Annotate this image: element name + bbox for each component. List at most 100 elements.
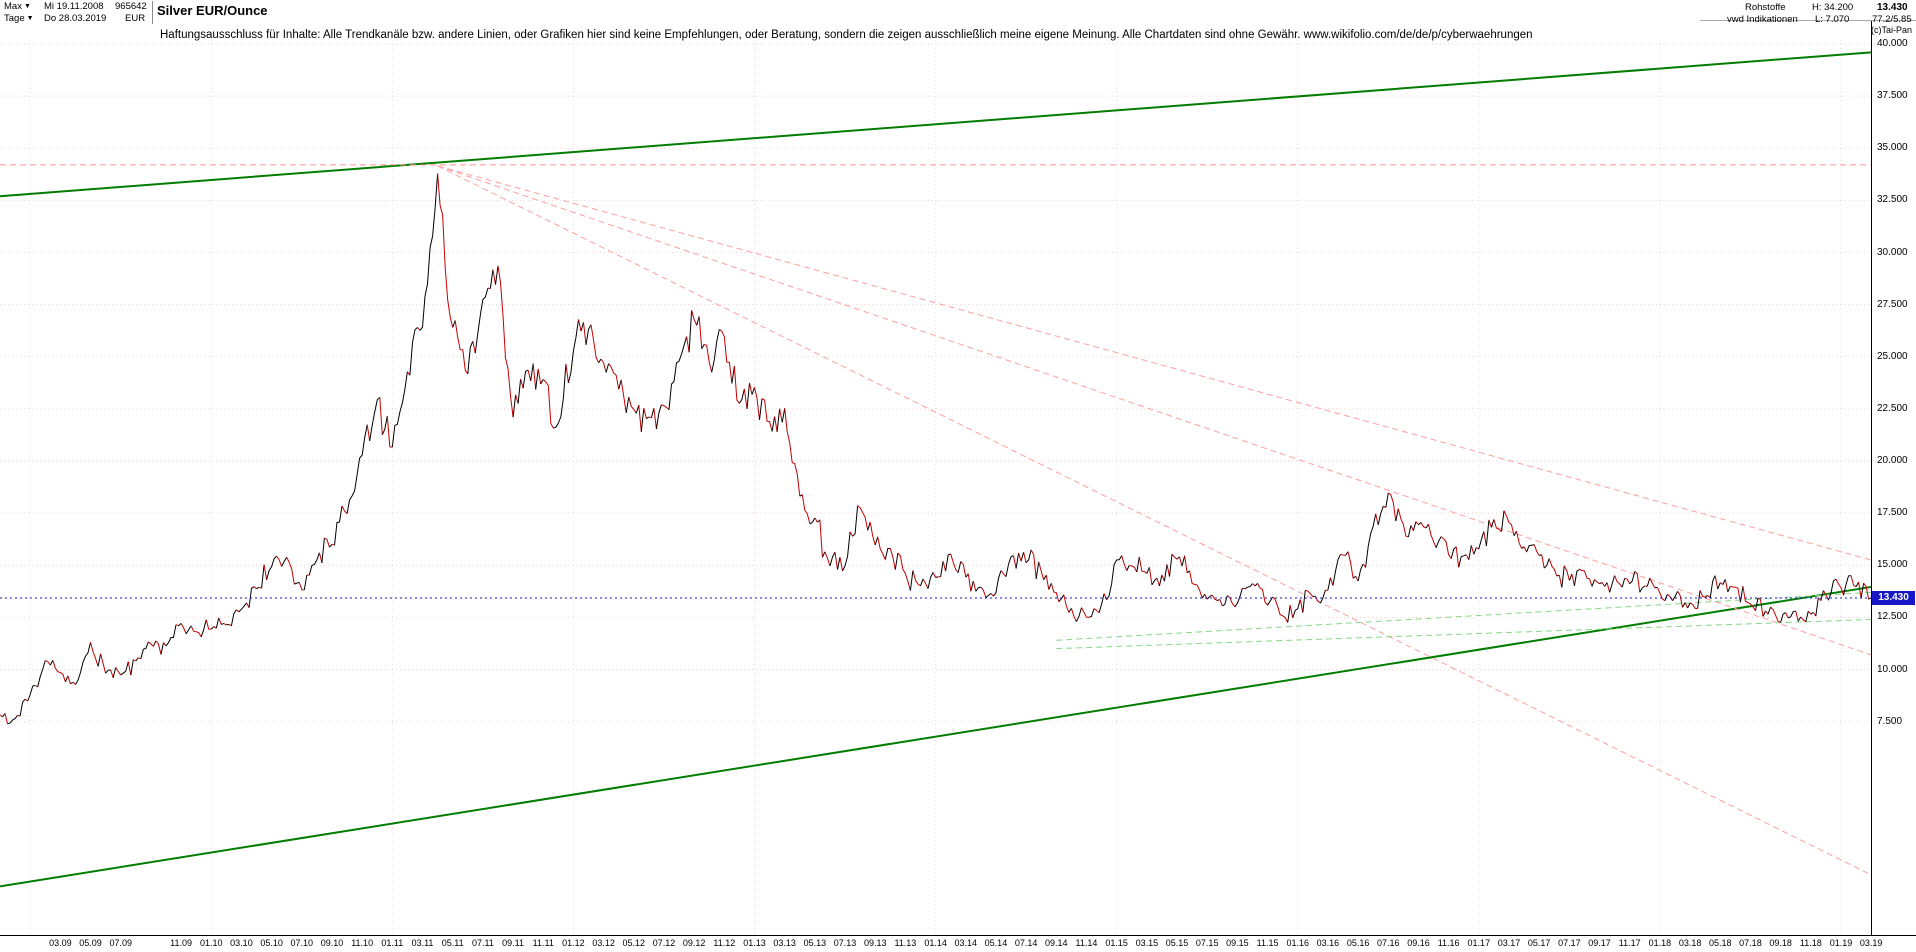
x-axis-label: 01.19: [1829, 938, 1853, 948]
price-line-segment: [1513, 531, 1517, 536]
price-line-segment: [148, 641, 154, 647]
price-line-segment: [334, 505, 343, 546]
x-axis-label: 07.16: [1377, 938, 1400, 948]
price-line-segment: [711, 329, 720, 373]
price-line-segment: [1176, 556, 1180, 560]
price-line-segment: [1081, 607, 1090, 618]
price-line-segment: [1817, 597, 1822, 601]
resistance-fan-1[interactable]: [437, 165, 1872, 561]
price-line-segment: [1332, 554, 1341, 586]
price-line-segment: [980, 586, 987, 598]
instrument-group-label: Rohstoffe: [1745, 2, 1786, 13]
price-line-segment: [839, 557, 843, 571]
x-axis-label: 01.14: [924, 938, 947, 948]
price-line-segment: [1302, 590, 1306, 613]
price-line-segment: [1319, 589, 1326, 604]
price-line-segment: [1579, 568, 1593, 587]
x-axis-label: 05.18: [1708, 938, 1732, 948]
price-line-segment: [1649, 577, 1656, 588]
x-axis-label: 01.10: [199, 938, 223, 948]
upper-channel-line[interactable]: [0, 51, 1872, 198]
price-line-segment: [1470, 545, 1475, 555]
price-line-segment: [105, 669, 111, 674]
y-axis-label: 27.500: [1877, 298, 1908, 310]
price-line-segment: [1835, 578, 1844, 596]
price-line-segment: [1543, 558, 1550, 569]
x-axis-label: 01.11: [381, 938, 404, 948]
price-line-segment: [1312, 595, 1316, 598]
price-line-segment: [276, 555, 283, 567]
price-line-segment: [661, 404, 670, 411]
lower-channel-line[interactable]: [0, 585, 1872, 888]
price-line-segment: [1387, 492, 1397, 522]
price-line-segment: [874, 536, 879, 546]
price-line-segment: [542, 379, 554, 429]
price-line-segment: [628, 396, 637, 414]
price-line-segment: [1244, 583, 1253, 590]
price-line-segment: [1730, 585, 1741, 603]
period-dropdown[interactable]: Tage ▼: [4, 13, 34, 24]
price-line-segment: [1473, 547, 1477, 555]
price-line-segment: [583, 322, 587, 345]
price-line-segment: [52, 660, 66, 682]
price-line-segment: [738, 388, 745, 404]
price-line-segment: [620, 379, 627, 413]
price-line-segment: [1719, 582, 1724, 585]
price-line-segment: [512, 394, 517, 418]
price-line-segment: [1573, 568, 1580, 586]
support-dashed-2[interactable]: [1056, 618, 1872, 650]
price-line-segment: [655, 404, 662, 429]
x-axis-label: 09.11: [502, 938, 524, 948]
support-dashed-1[interactable]: [1056, 591, 1872, 641]
price-line-segment: [970, 580, 974, 592]
price-line-segment: [701, 344, 705, 349]
price-line-segment: [565, 363, 569, 383]
price-line-segment: [1787, 610, 1796, 619]
price-line-segment: [530, 363, 534, 381]
price-line-segment: [1206, 594, 1213, 600]
price-line-segment: [1075, 607, 1082, 622]
x-axis-label: 03.13: [773, 938, 796, 948]
price-line-segment: [776, 408, 781, 432]
price-line-segment: [849, 531, 854, 537]
range-dropdown[interactable]: Max ▼: [4, 1, 31, 12]
price-line-segment: [1397, 508, 1409, 538]
price-line-segment: [1385, 492, 1389, 508]
price-line-segment: [821, 551, 826, 558]
price-line-segment: [1045, 575, 1050, 590]
price-line-segment: [1018, 552, 1022, 562]
price-line-segment: [1030, 549, 1037, 579]
price-line-segment: [731, 366, 735, 384]
price-line-segment: [1000, 570, 1007, 578]
price-line-segment: [1126, 565, 1130, 571]
price-line-segment: [256, 586, 260, 590]
price-line-segment: [1070, 608, 1077, 622]
x-axis-label: 05.17: [1527, 938, 1551, 948]
price-line-segment: [1805, 610, 1809, 622]
x-axis-label: 09.14: [1045, 938, 1068, 948]
price-line-segment: [653, 408, 657, 429]
price-line-segment: [379, 397, 383, 435]
price-line-segment: [1377, 506, 1384, 526]
price-line-segment: [1704, 594, 1708, 598]
x-axis-label: 03.19: [1859, 938, 1883, 948]
price-line-segment: [990, 593, 994, 597]
x-axis-label: 07.11: [471, 938, 494, 948]
price-line-segment: [467, 341, 474, 374]
price-line-segment: [130, 659, 134, 676]
price-line-segment: [1765, 610, 1769, 615]
x-axis-label: 01.16: [1286, 938, 1309, 948]
resistance-fan-2[interactable]: [437, 165, 1872, 656]
resistance-fan-3[interactable]: [437, 165, 1872, 876]
price-line-segment: [1148, 567, 1153, 585]
chevron-down-icon: ▼: [23, 3, 31, 10]
price-line-segment: [1189, 570, 1203, 599]
price-line-segment: [920, 578, 924, 587]
x-axis-label: 03.11: [411, 938, 434, 948]
price-line-segment: [527, 369, 532, 382]
price-line-segment: [1687, 602, 1691, 609]
price-line-segment: [1815, 597, 1819, 617]
price-line-segment: [1043, 574, 1047, 580]
